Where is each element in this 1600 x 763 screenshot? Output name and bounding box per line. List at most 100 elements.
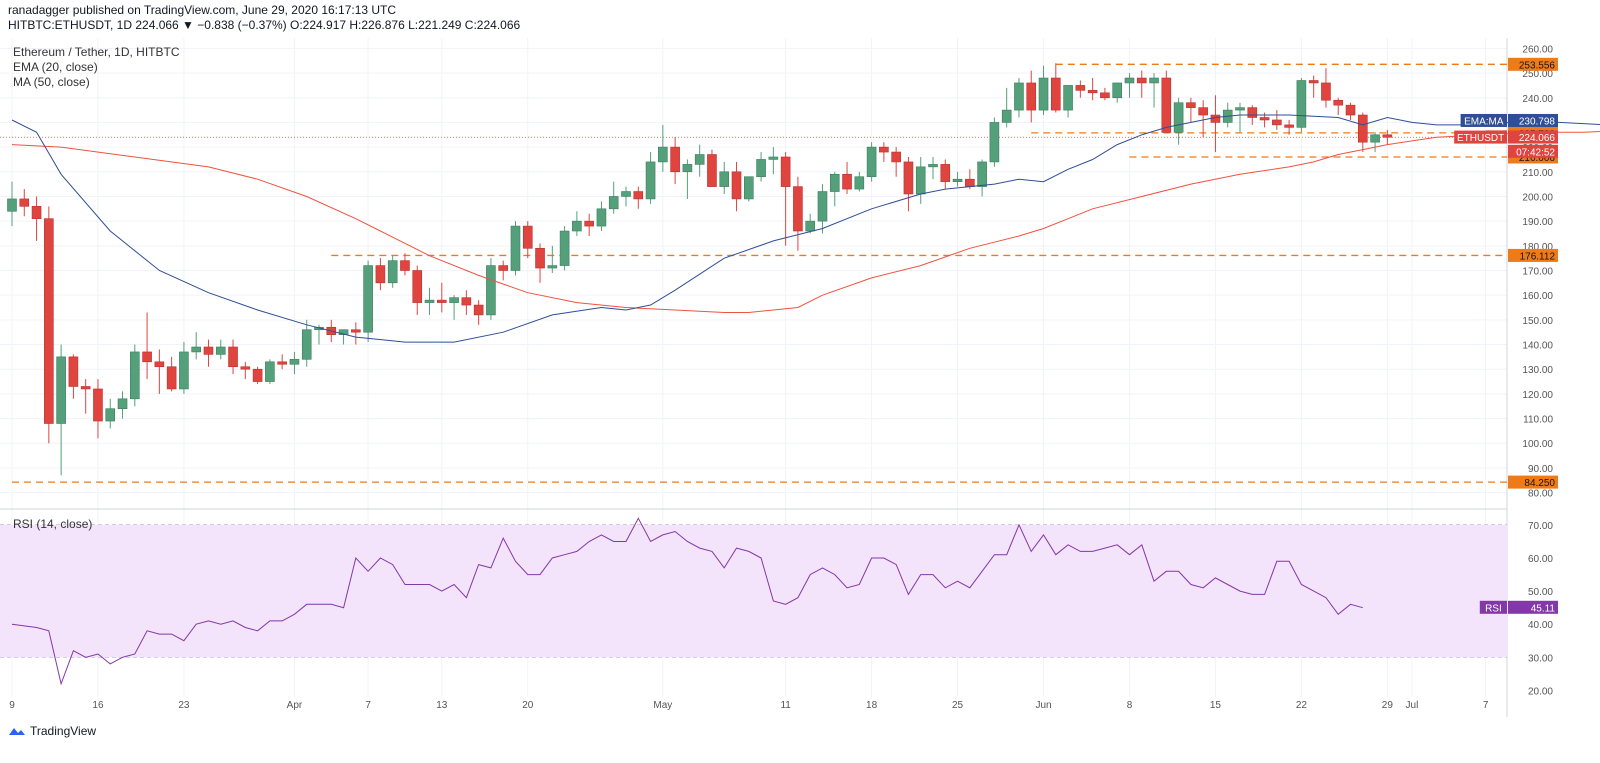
candle-body bbox=[80, 386, 91, 390]
price-tick-label: 190.00 bbox=[1522, 217, 1553, 228]
candle-body bbox=[424, 299, 435, 303]
time-tick-label: 9 bbox=[9, 700, 15, 711]
candle-body bbox=[805, 220, 816, 232]
candle-body bbox=[1161, 77, 1172, 133]
candle-body bbox=[351, 329, 361, 333]
price-tag-value: 230.798 bbox=[1519, 116, 1556, 127]
candle-body bbox=[522, 225, 533, 249]
candle-body bbox=[1358, 114, 1368, 143]
candle-body bbox=[252, 368, 263, 382]
symbol-quote-line: HITBTC:ETHUSDT, 1D 224.066 ▼ −0.838 (−0.… bbox=[8, 18, 521, 32]
rsi-line bbox=[11, 517, 1363, 686]
candle-body bbox=[203, 346, 214, 355]
rsi-tick-label: 40.00 bbox=[1528, 620, 1553, 631]
candle-body bbox=[1345, 104, 1356, 116]
candle-body bbox=[694, 154, 705, 165]
price-tag-value: 253.556 bbox=[1519, 60, 1556, 71]
rsi-tick-label: 20.00 bbox=[1528, 686, 1553, 697]
price-tick-label: 140.00 bbox=[1522, 341, 1553, 352]
candle-body bbox=[1173, 102, 1184, 133]
candle-body bbox=[743, 176, 754, 200]
series-tag-label: RSI bbox=[1485, 603, 1502, 614]
candle-body bbox=[314, 326, 324, 331]
chart-header: ranadagger published on TradingView.com,… bbox=[8, 3, 520, 33]
candle-body bbox=[608, 196, 619, 210]
candle-body bbox=[1370, 134, 1380, 143]
candle-body bbox=[1063, 85, 1073, 111]
candle-body bbox=[19, 198, 30, 207]
rsi-tick-label: 30.00 bbox=[1528, 653, 1553, 664]
candle-body bbox=[215, 346, 226, 355]
candle-body bbox=[31, 206, 42, 219]
candle-body bbox=[1186, 102, 1196, 108]
candle-body bbox=[1038, 77, 1049, 111]
candle-body bbox=[621, 191, 631, 197]
price-tag-box bbox=[1508, 144, 1558, 158]
price-tick-label: 260.00 bbox=[1522, 44, 1553, 55]
candle-body bbox=[1247, 107, 1258, 118]
candle-body bbox=[1284, 124, 1294, 128]
time-tick-label: 22 bbox=[1296, 700, 1308, 711]
publisher-line: ranadagger published on TradingView.com,… bbox=[8, 3, 397, 17]
candle-body bbox=[1100, 92, 1110, 99]
candle-body bbox=[1112, 82, 1122, 99]
candle-body bbox=[915, 166, 926, 195]
price-tick-label: 210.00 bbox=[1522, 168, 1553, 179]
time-tick-label: May bbox=[653, 700, 672, 711]
candle-body bbox=[412, 270, 423, 303]
candle-body bbox=[1149, 77, 1159, 84]
candle-body bbox=[719, 171, 730, 187]
candle-body bbox=[56, 356, 66, 424]
candle-body bbox=[707, 154, 717, 187]
price-tick-label: 160.00 bbox=[1522, 291, 1553, 302]
time-tick-label: 7 bbox=[1483, 700, 1489, 711]
candle-body bbox=[928, 164, 938, 168]
series-tag-box bbox=[1460, 113, 1507, 127]
candle-body bbox=[338, 329, 349, 335]
candle-body bbox=[572, 220, 582, 232]
time-tick-label: 20 bbox=[522, 700, 534, 711]
time-tick-label: 23 bbox=[178, 700, 190, 711]
price-tick-label: 130.00 bbox=[1522, 365, 1553, 376]
candle-body bbox=[240, 366, 251, 370]
candle-body bbox=[117, 398, 128, 409]
candle-body bbox=[166, 366, 177, 390]
price-tick-label: 200.00 bbox=[1522, 192, 1553, 203]
candle-body bbox=[387, 260, 398, 284]
price-tick-label: 110.00 bbox=[1523, 415, 1553, 426]
candle-body bbox=[633, 191, 644, 200]
chart-canvas[interactable]: 80.00 90.00 100.00 110.00 120.00 130.00 140.00… bbox=[0, 38, 1600, 758]
candle-body bbox=[1210, 114, 1221, 123]
candle-body bbox=[1124, 77, 1135, 84]
rsi-legend: RSI (14, close) bbox=[13, 517, 92, 532]
candle-body bbox=[952, 178, 963, 182]
rsi-tick-label: 70.00 bbox=[1528, 521, 1553, 532]
candle-body bbox=[400, 260, 410, 271]
candle-body bbox=[105, 408, 116, 422]
candle-body bbox=[1198, 107, 1208, 116]
candle-body bbox=[1321, 82, 1331, 101]
candle-body bbox=[866, 146, 877, 178]
main-legend: Ethereum / Tether, 1D, HITBTC EMA (20, c… bbox=[13, 45, 180, 90]
price-tick-label: 120.00 bbox=[1522, 390, 1553, 401]
candle-body bbox=[731, 171, 742, 200]
price-tag-value: 84.250 bbox=[1524, 478, 1555, 489]
price-tick-label: 250.00 bbox=[1522, 69, 1553, 80]
footer: TradingView bbox=[8, 724, 96, 738]
rsi-band bbox=[0, 524, 1507, 658]
candle-body bbox=[559, 230, 570, 266]
time-tick-label: Jun bbox=[1035, 700, 1051, 711]
candle-body bbox=[375, 265, 386, 284]
series-tag-box bbox=[1479, 600, 1507, 614]
candle-body bbox=[498, 265, 509, 271]
time-tick-label: 16 bbox=[92, 700, 104, 711]
candle-body bbox=[768, 156, 779, 160]
candle-body bbox=[1272, 119, 1282, 126]
candle-body bbox=[44, 218, 54, 424]
series-tag-label: ETHUSDT bbox=[1457, 133, 1504, 144]
candle-body bbox=[7, 198, 17, 212]
candle-body bbox=[879, 146, 889, 153]
candle-body bbox=[940, 164, 951, 182]
time-tick-label: 25 bbox=[952, 700, 964, 711]
candle-body bbox=[658, 146, 668, 163]
